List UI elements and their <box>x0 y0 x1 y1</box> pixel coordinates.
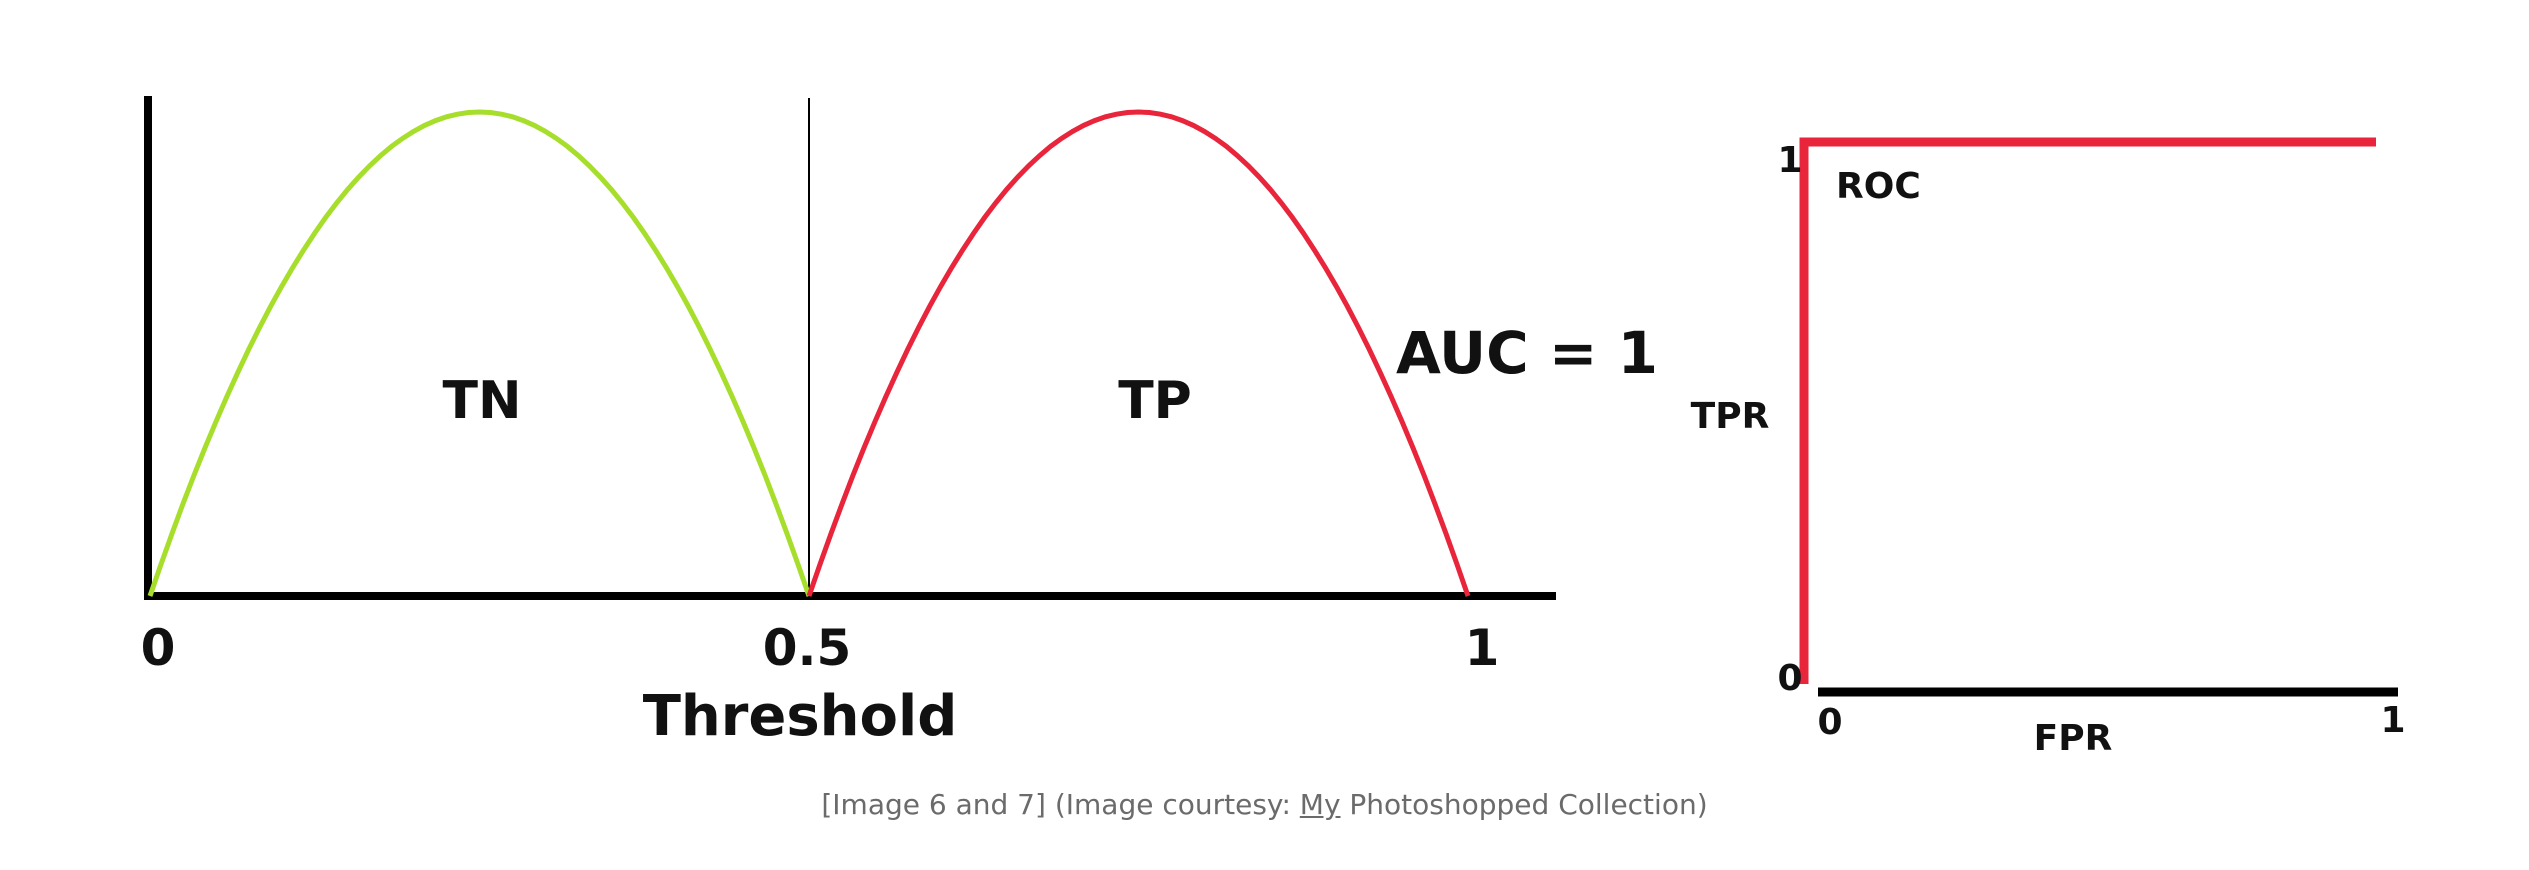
x-tick-label: 0 <box>141 619 176 677</box>
x-tick-label: 0.5 <box>763 619 852 677</box>
x-tick-label: 0 <box>1817 702 1842 743</box>
x-tick-label: 1 <box>1465 619 1500 677</box>
roc-title: ROC <box>1836 166 1921 207</box>
x-tick-label: 1 <box>2380 700 2405 741</box>
figure-caption: [Image 6 and 7] (Image courtesy: My Phot… <box>0 788 2529 821</box>
caption-suffix: Photoshopped Collection) <box>1340 788 1708 821</box>
caption-prefix: [Image 6 and 7] (Image courtesy: <box>821 788 1300 821</box>
roc-chart: 1 0 ROC TPR 0 1 FPR <box>1691 137 2406 759</box>
y-tick-label: 1 <box>1777 140 1802 181</box>
x-axis-label: Threshold <box>643 684 958 749</box>
series-line-tn <box>147 109 812 597</box>
caption-link[interactable]: My <box>1299 788 1341 821</box>
y-tick-label: 0 <box>1777 658 1802 699</box>
roc-curve-line <box>1799 137 2376 684</box>
y-axis-label: TPR <box>1691 396 1770 437</box>
series-line-tp <box>806 109 1471 597</box>
series-label-tp: TP <box>1118 371 1192 431</box>
series-label-tn: TN <box>443 371 522 431</box>
distribution-chart: TN TP AUC = 1 0 0.5 1 Threshold <box>141 96 1658 749</box>
auc-annotation: AUC = 1 <box>1396 319 1658 387</box>
x-axis-label: FPR <box>2034 718 2113 759</box>
